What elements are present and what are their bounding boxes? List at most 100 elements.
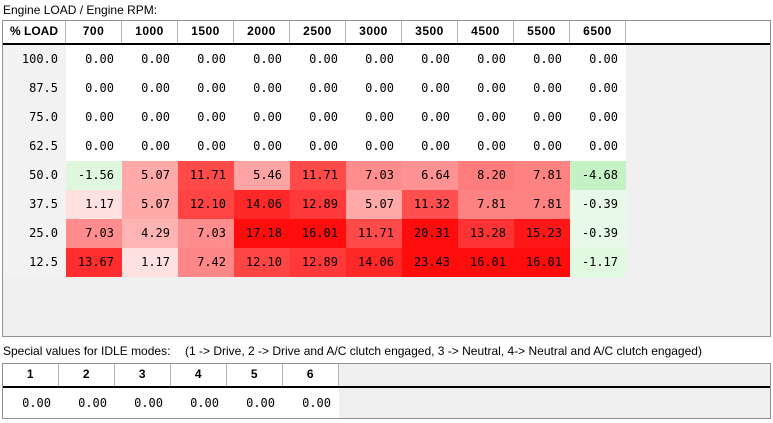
row-filler — [626, 190, 770, 219]
map-cell[interactable]: 0.00 — [402, 74, 458, 103]
map-cell[interactable]: -0.39 — [570, 190, 626, 219]
map-cell[interactable]: 7.81 — [514, 190, 570, 219]
map-cell[interactable]: 12.10 — [234, 248, 290, 277]
map-cell[interactable]: 0.00 — [514, 74, 570, 103]
idle-cell[interactable]: 0.00 — [59, 388, 115, 418]
map-cell[interactable]: 0.00 — [66, 132, 122, 161]
map-cell[interactable]: 0.00 — [514, 132, 570, 161]
map-cell[interactable]: 7.42 — [178, 248, 234, 277]
idle-column-header-4: 4 — [171, 364, 227, 386]
map-cell[interactable]: 5.07 — [346, 190, 402, 219]
load-rpm-map-table: % LOAD 700 1000 1500 2000 2500 3000 3500 4500 55… — [2, 20, 771, 337]
map-cell[interactable]: 0.00 — [346, 45, 402, 74]
map-cell[interactable]: 8.20 — [458, 161, 514, 190]
map-cell[interactable]: 0.00 — [346, 74, 402, 103]
idle-values-row: 0.00 0.00 0.00 0.00 0.00 0.00 — [3, 388, 770, 418]
map-cell[interactable]: 6.64 — [402, 161, 458, 190]
map-cell[interactable]: 0.00 — [570, 45, 626, 74]
idle-cell[interactable]: 0.00 — [3, 388, 59, 418]
map-cell[interactable]: 13.67 — [66, 248, 122, 277]
map-cell[interactable]: 1.17 — [122, 248, 178, 277]
map-cell[interactable]: 0.00 — [458, 103, 514, 132]
map-cell[interactable]: 0.00 — [234, 132, 290, 161]
idle-column-header-2: 2 — [59, 364, 115, 386]
map-cell[interactable]: 0.00 — [514, 45, 570, 74]
map-cell[interactable]: 0.00 — [402, 45, 458, 74]
map-cell[interactable]: 5.07 — [122, 190, 178, 219]
map-cell[interactable]: 0.00 — [570, 132, 626, 161]
idle-column-header-5: 5 — [227, 364, 283, 386]
map-cell[interactable]: 0.00 — [178, 45, 234, 74]
map-cell[interactable]: 7.81 — [458, 190, 514, 219]
map-cell[interactable]: 0.00 — [178, 74, 234, 103]
map-cell[interactable]: 0.00 — [346, 103, 402, 132]
map-cell[interactable]: 0.00 — [122, 74, 178, 103]
map-cell[interactable]: 0.00 — [290, 132, 346, 161]
map-cell[interactable]: 0.00 — [346, 132, 402, 161]
map-cell[interactable]: 15.23 — [514, 219, 570, 248]
idle-column-header-6: 6 — [283, 364, 339, 386]
map-cell[interactable]: -0.39 — [570, 219, 626, 248]
map-cell[interactable]: 0.00 — [66, 103, 122, 132]
map-cell[interactable]: 0.00 — [66, 74, 122, 103]
map-cell[interactable]: 0.00 — [514, 103, 570, 132]
map-cell[interactable]: 0.00 — [570, 103, 626, 132]
map-cell[interactable]: 0.00 — [122, 132, 178, 161]
map-cell[interactable]: 11.71 — [178, 161, 234, 190]
idle-cell[interactable]: 0.00 — [115, 388, 171, 418]
map-cell[interactable]: 14.06 — [346, 248, 402, 277]
map-cell[interactable]: 12.10 — [178, 190, 234, 219]
map-cell[interactable]: 11.71 — [290, 161, 346, 190]
map-cell[interactable]: 14.06 — [234, 190, 290, 219]
row-filler — [626, 132, 770, 161]
map-cell[interactable]: 0.00 — [234, 74, 290, 103]
map-cell[interactable]: 20.31 — [402, 219, 458, 248]
map-cell[interactable]: 1.17 — [66, 190, 122, 219]
map-cell[interactable]: 0.00 — [234, 103, 290, 132]
map-cell[interactable]: 7.03 — [66, 219, 122, 248]
map-cell[interactable]: 0.00 — [234, 45, 290, 74]
map-cell[interactable]: 7.03 — [346, 161, 402, 190]
row-filler — [626, 45, 770, 74]
map-cell[interactable]: 0.00 — [290, 45, 346, 74]
idle-cell[interactable]: 0.00 — [227, 388, 283, 418]
map-cell[interactable]: 0.00 — [458, 132, 514, 161]
map-cell[interactable]: 0.00 — [66, 45, 122, 74]
map-cell[interactable]: 11.71 — [346, 219, 402, 248]
map-cell[interactable]: 0.00 — [402, 132, 458, 161]
map-cell[interactable]: 7.81 — [514, 161, 570, 190]
map-cell[interactable]: 11.32 — [402, 190, 458, 219]
load-row-header: 25.0 — [3, 219, 66, 248]
map-cell[interactable]: 0.00 — [290, 103, 346, 132]
map-cell[interactable]: 17.18 — [234, 219, 290, 248]
map-cell[interactable]: 16.01 — [290, 219, 346, 248]
map-cell[interactable]: 13.28 — [458, 219, 514, 248]
map-cell[interactable]: -4.68 — [570, 161, 626, 190]
map-cell[interactable]: 12.89 — [290, 190, 346, 219]
map-cell[interactable]: 0.00 — [458, 74, 514, 103]
map-cell[interactable]: 5.07 — [122, 161, 178, 190]
map-cell[interactable]: 4.29 — [122, 219, 178, 248]
map-cell[interactable]: -1.56 — [66, 161, 122, 190]
map-cell[interactable]: 16.01 — [514, 248, 570, 277]
map-cell[interactable]: 0.00 — [402, 103, 458, 132]
rpm-column-header-700: 700 — [66, 21, 122, 43]
map-cell[interactable]: 0.00 — [122, 103, 178, 132]
map-cell[interactable]: 0.00 — [290, 74, 346, 103]
idle-cell[interactable]: 0.00 — [171, 388, 227, 418]
idle-cell[interactable]: 0.00 — [283, 388, 339, 418]
map-cell[interactable]: 0.00 — [458, 45, 514, 74]
map-cell[interactable]: 0.00 — [122, 45, 178, 74]
idle-row-filler — [339, 388, 770, 418]
rpm-column-header-6500: 6500 — [570, 21, 626, 43]
map-cell[interactable]: -1.17 — [570, 248, 626, 277]
map-cell[interactable]: 0.00 — [570, 74, 626, 103]
map-cell[interactable]: 0.00 — [178, 103, 234, 132]
map-cell[interactable]: 16.01 — [458, 248, 514, 277]
map-cell[interactable]: 5.46 — [234, 161, 290, 190]
map-cell[interactable]: 23.43 — [402, 248, 458, 277]
map-cell[interactable]: 0.00 — [178, 132, 234, 161]
map-cell[interactable]: 12.89 — [290, 248, 346, 277]
header-divider — [3, 43, 770, 45]
map-cell[interactable]: 7.03 — [178, 219, 234, 248]
